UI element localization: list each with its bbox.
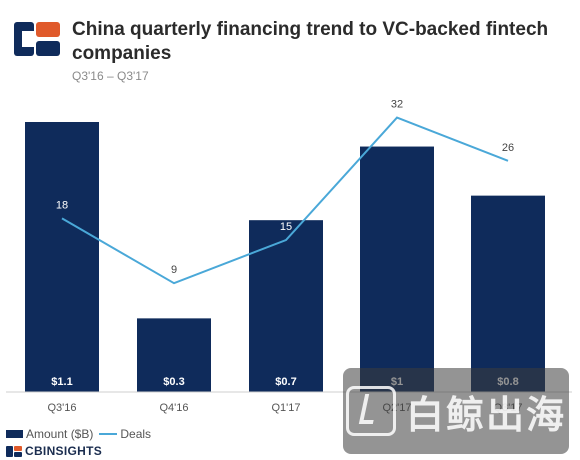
cb-insights-logo-icon: [14, 22, 60, 56]
bar-2: [249, 220, 323, 392]
x-tick-label: Q1'17: [271, 402, 300, 414]
watermark-logo-icon: [345, 386, 396, 436]
footer-brand-text: CBINSIGHTS: [25, 444, 103, 458]
legend-swatch-amount: [6, 430, 23, 438]
x-tick-label: Q3'16: [47, 402, 76, 414]
x-tick-label: Q4'16: [159, 402, 188, 414]
legend-label-deals: Deals: [120, 427, 152, 441]
deals-value-label: 32: [391, 99, 403, 111]
bar-value-label: $0.3: [163, 376, 184, 388]
chart-subtitle: Q3'16 – Q3'17: [72, 69, 149, 83]
watermark-text: 白鲸出海: [405, 394, 566, 437]
bar-3: [360, 146, 434, 392]
legend-item-deals: Deals: [99, 427, 151, 441]
bar-4: [471, 195, 545, 392]
bar-value-label: $1.1: [51, 376, 72, 388]
chart-legend: Amount ($B) Deals: [6, 426, 157, 442]
legend-label-amount: Amount ($B): [26, 427, 94, 441]
deals-value-label: 26: [502, 142, 514, 154]
bar-value-label: $0.7: [275, 376, 296, 388]
deals-value-label: 9: [171, 264, 177, 276]
legend-item-amount: Amount ($B): [6, 427, 93, 441]
legend-swatch-deals: [99, 433, 118, 435]
cb-insights-small-logo-icon: [6, 445, 22, 457]
watermark: 白鲸出海: [343, 368, 569, 454]
footer-brand: CBINSIGHTS: [6, 444, 102, 458]
deals-value-label: 15: [280, 221, 292, 233]
chart-title: China quarterly financing trend to VC-ba…: [72, 19, 549, 64]
bar-0: [25, 122, 99, 392]
bar-1: [137, 318, 211, 392]
bar-series: $1.1$0.3$0.7$1$0.8: [25, 122, 545, 392]
deals-value-label: 18: [56, 199, 68, 211]
deals-series: 18 9 15 32 26: [56, 99, 514, 285]
